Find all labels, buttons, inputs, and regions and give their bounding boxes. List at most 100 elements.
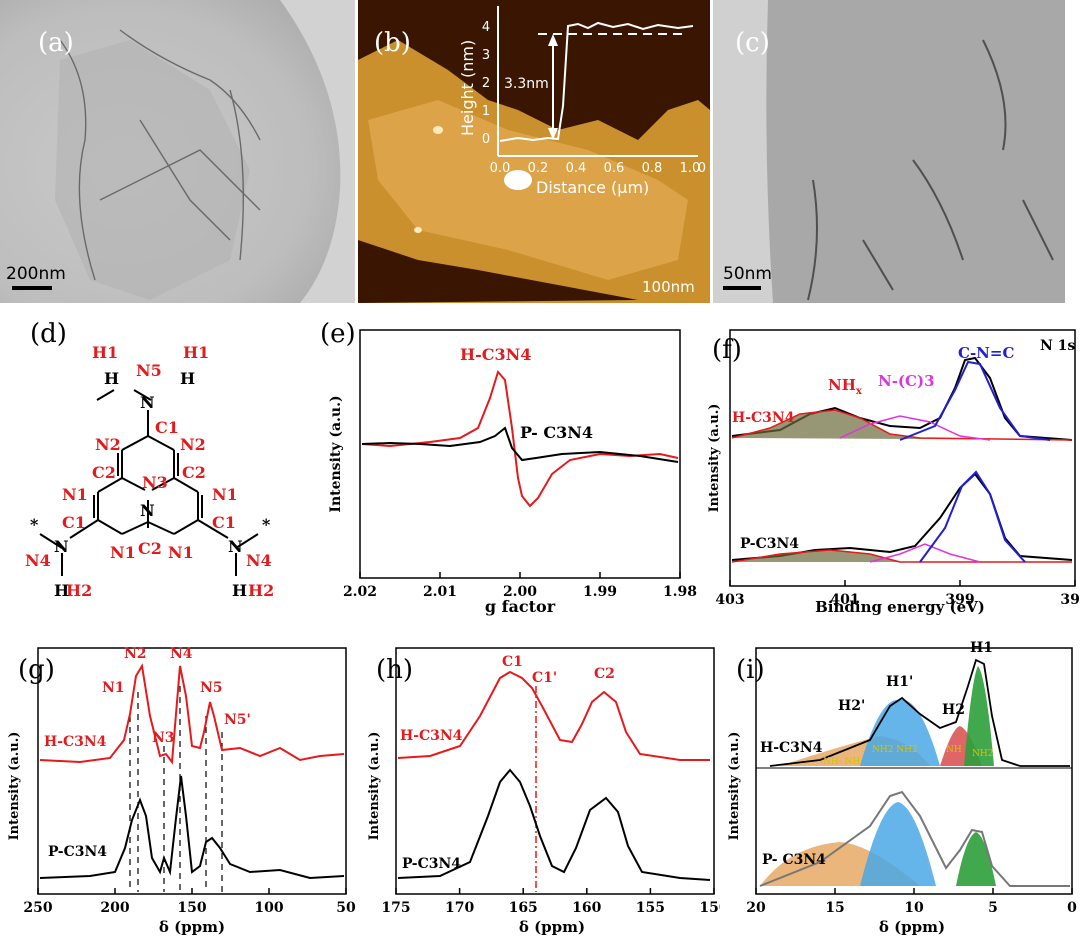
- x-tick-label: 2.02: [343, 584, 377, 600]
- peak-label-h1p: H1': [886, 674, 913, 690]
- peak-label-nc3: N-(C)3: [878, 372, 935, 390]
- x-tick-label: 1.98: [663, 584, 697, 600]
- panel-label-d: (d): [30, 319, 67, 349]
- x-tick-label: 15: [825, 900, 844, 916]
- series-label-h: H-C3N4: [760, 740, 823, 756]
- chart-e: 2.02 2.01 2.00 1.99 1.98 (e) H-C3N4 P- C3N4 …: [300, 318, 700, 618]
- x-tick-label: 10: [904, 900, 924, 916]
- x-tick-label: 160: [572, 900, 601, 916]
- peak-label-n3: N3: [152, 730, 175, 746]
- tem-image-a: (a) 200nm: [0, 0, 355, 303]
- panel-label-a: (a): [38, 28, 74, 58]
- afm-y-tick-label: 3: [482, 48, 490, 63]
- y-axis-label-i: Intensity (a.u.): [727, 732, 742, 841]
- atom-label: C2: [138, 539, 162, 558]
- x-tick-label: 50: [336, 900, 356, 916]
- chart-g: 250 200 150 100 50 (g) N1 N2 N3 N4 N5 N5' H-…: [0, 636, 360, 936]
- x-tick-label: 200: [100, 900, 129, 916]
- x-tick-label: 397: [1060, 592, 1080, 608]
- atom-label: N4: [246, 551, 272, 570]
- atom-label: N5: [136, 361, 162, 380]
- afm-x-tick-label: 0.6: [604, 161, 625, 176]
- series-label-h: H-C3N4: [732, 410, 795, 426]
- chart-title-f: N 1s: [1040, 338, 1075, 354]
- series-label-p: P-C3N4: [48, 844, 107, 860]
- atom-label: H: [104, 369, 119, 388]
- series-label-p: P-C3N4: [402, 856, 461, 872]
- peak-label-n4: N4: [170, 646, 193, 662]
- panel-label-e: (e): [320, 319, 356, 349]
- peak-label-h2: H2: [942, 702, 965, 718]
- atom-label: N: [140, 501, 155, 520]
- peak-label-h2p: H2': [838, 698, 865, 714]
- x-tick-label: 1.99: [583, 584, 617, 600]
- series-label-h: H-C3N4: [44, 734, 107, 750]
- scale-bar-label-b: 100nm: [642, 278, 695, 296]
- y-axis-label-e: Intensity (a.u.): [328, 395, 344, 512]
- peak-label-c1: C1: [502, 654, 523, 670]
- series-label-p: P-C3N4: [740, 536, 799, 552]
- x-axis-label-i: δ (ppm): [879, 918, 945, 936]
- fill-label-nh2a: NH2 NH2: [872, 745, 918, 755]
- series-label-p: P- C3N4: [762, 852, 826, 868]
- y-axis-label-f: Intensity (a.u.): [707, 404, 722, 513]
- x-tick-label: 399: [945, 592, 974, 608]
- atom-label: N1: [212, 485, 238, 504]
- chart-h: 175170165160155150 (h) C1 C1' C2 H-C3N4 …: [360, 636, 729, 936]
- afm-x-tick-label: 0.4: [566, 161, 587, 176]
- peak-label-h1: H1: [970, 640, 993, 656]
- x-tick-label: 250: [23, 900, 52, 916]
- x-tick-label: 100: [254, 900, 283, 916]
- panel-label-g: (g): [18, 655, 55, 685]
- peak-label-nhx: NHx: [828, 376, 863, 397]
- peak-label-n5p: N5': [224, 712, 251, 728]
- afm-y-tick-label: 2: [482, 76, 490, 91]
- panel-label-f: (f): [712, 335, 742, 365]
- atom-label: N: [140, 393, 155, 412]
- afm-x-tick-label: 0: [698, 161, 706, 176]
- x-axis-label-h: δ (ppm): [519, 918, 585, 936]
- atom-label: *: [262, 515, 271, 534]
- atom-label: N1: [62, 485, 88, 504]
- peak-label-n1: N1: [102, 680, 125, 696]
- panel-label-c: (c): [735, 28, 770, 58]
- atom-label: N1: [110, 543, 136, 562]
- atom-label: H: [54, 581, 69, 600]
- panel-label-h: (h): [376, 655, 413, 685]
- atom-label: N: [228, 537, 243, 556]
- legend-p-c3n4: P- C3N4: [520, 423, 593, 442]
- peak-label-c1p: C1': [532, 670, 557, 686]
- peak-label-n5: N5: [200, 680, 223, 696]
- afm-x-tick-label: 0.8: [642, 161, 663, 176]
- y-axis-label-g: Intensity (a.u.): [7, 732, 22, 841]
- atom-label: C1: [212, 513, 236, 532]
- fill-label-nhnh: -NH- NH: [820, 757, 861, 767]
- x-axis-label-f: Binding energy (eV): [815, 598, 985, 616]
- atom-label: C1: [62, 513, 86, 532]
- atom-label: N2: [180, 435, 206, 454]
- x-tick-label: 155: [636, 900, 665, 916]
- peak-label-cnc: C-N=C: [958, 344, 1014, 362]
- x-axis-label-g: δ (ppm): [159, 918, 225, 936]
- scale-bar-label-c: 50nm: [723, 264, 772, 284]
- x-tick-label: 401: [830, 592, 859, 608]
- atom-label: N1: [168, 543, 194, 562]
- atom-label: H1: [183, 343, 209, 362]
- afm-ylabel: Height (nm): [458, 39, 477, 136]
- atom-label: H1: [92, 343, 118, 362]
- atom-label: H: [232, 581, 247, 600]
- atom-label: *: [30, 515, 39, 534]
- structure-d: (d) H1 H1 N5 C1 N2 N2 C2 C2 N3 N1 N1 C1 …: [0, 318, 320, 618]
- x-axis-label-e: g factor: [485, 597, 556, 616]
- afm-y-tick-label: 0: [482, 132, 490, 147]
- afm-x-tick-label: 0.0: [490, 161, 511, 176]
- peak-label-n2: N2: [124, 646, 147, 662]
- x-tick-label: 0: [1067, 900, 1077, 916]
- atom-label: N3: [142, 473, 168, 492]
- panel-label-i: (i): [736, 655, 765, 685]
- atom-label: H2: [248, 581, 274, 600]
- afm-y-tick-label: 4: [482, 20, 490, 35]
- x-tick-label: 175: [381, 900, 410, 916]
